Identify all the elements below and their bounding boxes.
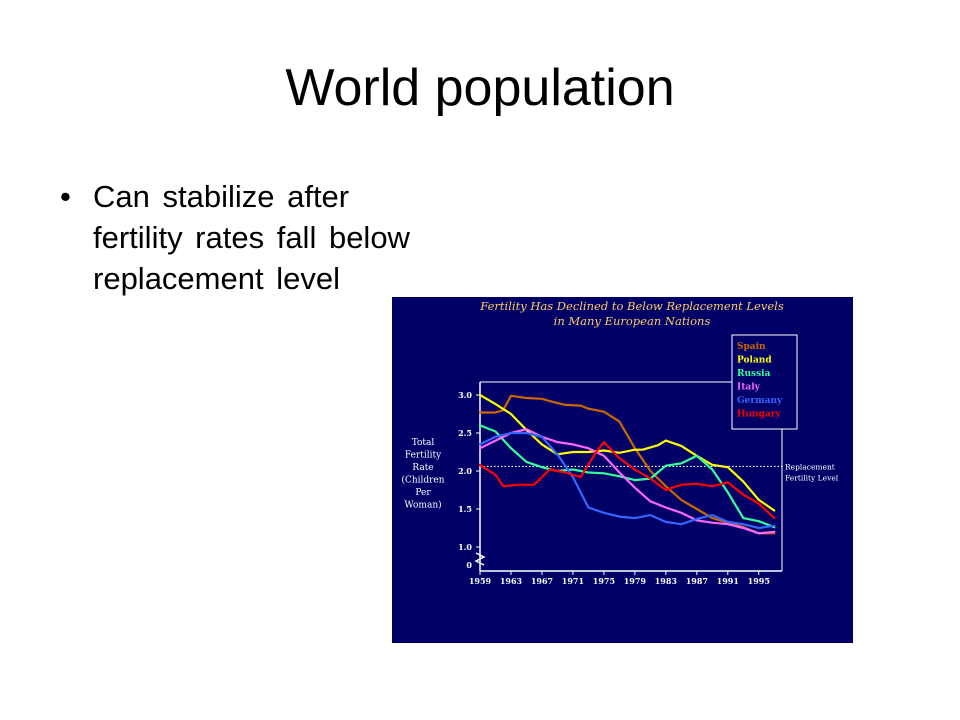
y-tick-label: 3.0	[458, 390, 472, 400]
y-axis-label-line: Rate	[412, 463, 433, 473]
chart-svg: Fertility Has Declined to Below Replacem…	[401, 299, 839, 586]
y-tick-label: 2.0	[458, 466, 472, 476]
y-tick-label: 1.0	[458, 542, 472, 552]
x-tick-label: 1983	[655, 576, 678, 586]
series-line-hungary	[478, 441, 776, 520]
slide-title: World population	[285, 59, 675, 117]
x-tick-label: 1963	[500, 576, 523, 586]
y-axis-label-line: Per	[415, 488, 431, 498]
series-line-spain	[478, 394, 776, 535]
y-axis-label-line: Woman)	[404, 500, 441, 511]
x-tick-label: 1975	[593, 576, 615, 586]
legend-entry: Hungary	[737, 410, 781, 420]
legend-entry: Germany	[737, 396, 783, 406]
x-tick-label: 1987	[686, 576, 708, 586]
series-line-italy	[478, 428, 776, 535]
replacement-level-label: Fertility Level	[785, 473, 839, 482]
y-axis-label-line: (Children	[401, 475, 444, 486]
legend-entry: Russia	[737, 369, 771, 379]
series-line-poland	[478, 393, 776, 512]
y-tick-label: 2.5	[458, 428, 472, 438]
bullet-list: • Can stabilize after fertility rates fal…	[60, 176, 450, 299]
chart-title-line: in Many European Nations	[554, 314, 711, 328]
series-line-germany	[478, 431, 776, 530]
series-line-russia	[478, 424, 776, 529]
x-tick-label: 1967	[531, 576, 553, 586]
legend-box	[731, 334, 798, 430]
y-tick-label: 1.5	[458, 504, 472, 514]
y-axis-label-line: Fertility	[405, 451, 442, 461]
legend-entry: Italy	[737, 383, 761, 393]
legend-entry: Spain	[737, 342, 766, 352]
y-zero-label: 0	[466, 560, 472, 570]
bullet-dot: •	[60, 179, 71, 214]
bullet-text: Can stabilize after fertility rates fall…	[93, 179, 410, 296]
legend-entry: Poland	[737, 356, 772, 366]
bullet-item: • Can stabilize after fertility rates fal…	[60, 176, 450, 299]
x-tick-label: 1979	[624, 576, 647, 586]
fertility-chart: Fertility Has Declined to Below Replacem…	[392, 297, 853, 643]
x-tick-label: 1971	[562, 576, 584, 586]
y-axis-label-line: Total	[412, 438, 435, 448]
replacement-level-label: Replacement	[785, 462, 835, 471]
x-tick-label: 1959	[469, 576, 492, 586]
axis-break-mark	[474, 552, 486, 566]
x-tick-label: 1995	[748, 576, 770, 586]
chart-title-line: Fertility Has Declined to Below Replacem…	[479, 299, 784, 313]
x-tick-label: 1991	[717, 576, 739, 586]
